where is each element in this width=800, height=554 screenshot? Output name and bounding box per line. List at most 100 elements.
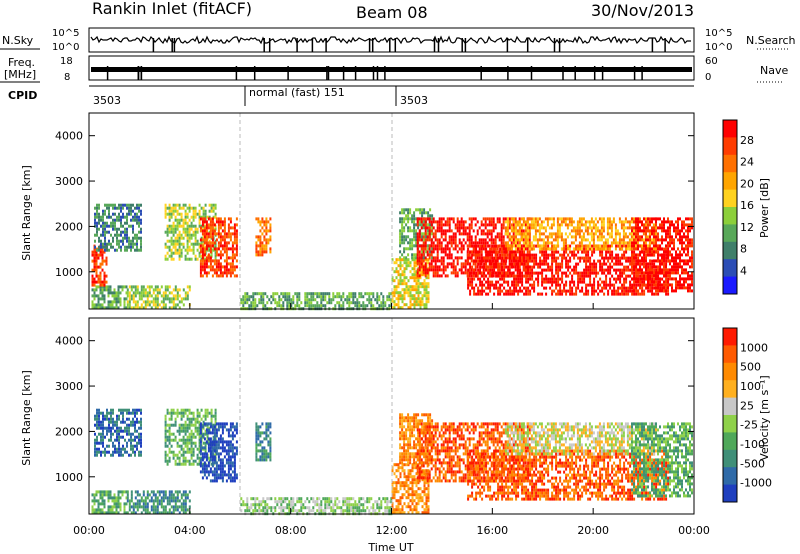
data-cell <box>625 289 628 293</box>
data-cell <box>96 248 98 252</box>
data-cell <box>496 247 499 251</box>
data-cell <box>176 303 179 307</box>
data-cell <box>683 226 685 230</box>
data-cell <box>128 209 130 213</box>
data-cell <box>168 297 171 301</box>
data-cell <box>91 499 94 503</box>
data-cell <box>178 239 181 243</box>
data-cell <box>108 224 110 228</box>
data-cell <box>95 280 98 284</box>
data-cell <box>168 212 171 216</box>
data-cell <box>536 223 539 227</box>
data-cell <box>641 268 643 272</box>
data-cell <box>540 220 543 224</box>
data-cell <box>170 291 173 295</box>
data-cell <box>265 220 268 224</box>
data-cell <box>403 273 406 277</box>
data-cell <box>691 226 693 230</box>
data-cell <box>657 250 660 254</box>
data-cell <box>537 283 540 287</box>
data-cell <box>397 306 400 310</box>
data-cell <box>213 223 216 227</box>
data-cell <box>164 245 167 249</box>
data-cell <box>120 239 122 243</box>
data-cell <box>479 289 482 293</box>
data-cell <box>661 223 663 227</box>
data-cell <box>657 271 659 275</box>
data-cell <box>424 244 427 248</box>
data-cell <box>691 217 693 221</box>
data-cell <box>190 242 193 246</box>
data-cell <box>635 277 637 281</box>
data-cell <box>482 241 485 245</box>
data-cell <box>91 511 94 515</box>
data-cell <box>651 220 653 224</box>
data-cell <box>115 300 118 304</box>
data-cell <box>415 270 418 274</box>
data-cell <box>548 217 551 221</box>
data-cell <box>600 223 603 227</box>
data-cell <box>109 300 112 304</box>
data-cell <box>677 223 679 227</box>
data-cell <box>532 217 535 221</box>
data-cell <box>186 251 189 255</box>
data-cell <box>548 232 551 236</box>
data-cell <box>592 232 595 236</box>
data-cell <box>401 297 404 301</box>
data-cell <box>505 280 508 284</box>
data-cell <box>242 298 245 302</box>
data-cell <box>629 256 632 260</box>
data-cell <box>659 283 661 287</box>
data-cell <box>172 306 175 310</box>
data-cell <box>472 241 475 245</box>
data-cell <box>99 297 102 301</box>
data-cell <box>213 241 216 245</box>
data-cell <box>409 229 412 233</box>
data-cell <box>174 206 177 210</box>
data-cell <box>156 294 159 298</box>
data-cell <box>152 291 155 295</box>
data-cell <box>600 247 603 251</box>
data-cell <box>421 294 424 298</box>
data-cell <box>168 206 171 210</box>
data-cell <box>647 262 649 266</box>
data-cell <box>122 236 124 240</box>
data-cell <box>446 223 449 227</box>
data-cell <box>458 241 461 245</box>
data-cell <box>681 259 683 263</box>
data-cell <box>517 256 520 260</box>
data-cell <box>547 244 550 248</box>
data-cell <box>164 254 167 258</box>
data-cell <box>585 259 588 263</box>
data-cell <box>490 229 493 233</box>
data-cell <box>242 304 245 308</box>
data-cell <box>360 292 363 296</box>
data-cell <box>535 271 538 275</box>
data-cell <box>422 247 425 251</box>
data-cell <box>257 217 260 221</box>
data-cell <box>649 259 651 263</box>
data-cell <box>492 220 495 224</box>
data-cell <box>113 297 116 301</box>
data-cell <box>669 226 671 230</box>
data-cell <box>292 301 295 305</box>
data-cell <box>103 306 106 310</box>
data-cell <box>154 297 157 301</box>
data-cell <box>462 238 465 242</box>
data-cell <box>530 244 533 248</box>
data-cell <box>623 289 626 293</box>
data-cell <box>643 250 646 254</box>
data-cell <box>469 244 472 248</box>
data-cell <box>192 224 195 228</box>
data-cell <box>671 220 673 224</box>
data-cell <box>503 271 506 275</box>
data-cell <box>134 306 137 310</box>
data-cell <box>539 292 542 296</box>
data-cell <box>260 292 263 296</box>
data-cell <box>405 264 408 268</box>
data-cell <box>105 274 108 278</box>
data-cell <box>152 303 155 307</box>
data-cell <box>425 235 428 239</box>
data-cell <box>138 230 140 234</box>
data-cell <box>432 247 435 251</box>
